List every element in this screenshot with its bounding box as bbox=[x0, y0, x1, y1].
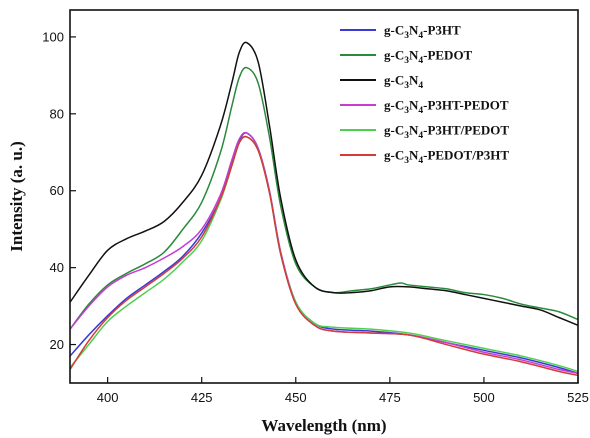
y-tick-label: 80 bbox=[50, 106, 64, 121]
series-line-4 bbox=[69, 131, 579, 375]
series-line-5 bbox=[69, 135, 579, 373]
series-line-1 bbox=[69, 132, 579, 375]
y-tick-label: 40 bbox=[50, 260, 64, 275]
legend-label-3: g-C3N4 bbox=[384, 73, 423, 92]
legend-label-6: g-C3N4-PEDOT/P3HT bbox=[384, 148, 509, 167]
x-axis-title: Wavelength (nm) bbox=[261, 416, 386, 435]
legend-label-4: g-C3N4-P3HT-PEDOT bbox=[384, 98, 509, 117]
plot-frame bbox=[69, 9, 579, 384]
y-axis-title: Intensity (a. u.) bbox=[7, 141, 26, 252]
x-tick-label: 450 bbox=[285, 390, 307, 405]
series-line-2 bbox=[69, 66, 579, 330]
legend-label-2: g-C3N4-PEDOT bbox=[384, 48, 473, 67]
legend: g-C3N4-P3HT g-C3N4-PEDOT g-C3N4 g-C3N4-P3HT… bbox=[340, 23, 509, 167]
x-tick-label: 425 bbox=[191, 390, 213, 405]
legend-label-5: g-C3N4-P3HT/PEDOT bbox=[384, 123, 509, 142]
y-tick-label: 20 bbox=[50, 337, 64, 352]
x-tick-label: 475 bbox=[379, 390, 401, 405]
x-tick-label: 500 bbox=[473, 390, 495, 405]
x-tick-label: 400 bbox=[97, 390, 119, 405]
legend-label-1: g-C3N4-P3HT bbox=[384, 23, 461, 42]
y-tick-label: 60 bbox=[50, 183, 64, 198]
tick-layer: 400 425 450 475 500 525 20 40 60 80 100 bbox=[42, 29, 589, 405]
series-line-3 bbox=[69, 41, 579, 327]
series-line-6 bbox=[69, 135, 579, 377]
x-tick-label: 525 bbox=[567, 390, 589, 405]
series-layer bbox=[69, 41, 579, 377]
y-tick-label: 100 bbox=[42, 29, 64, 44]
